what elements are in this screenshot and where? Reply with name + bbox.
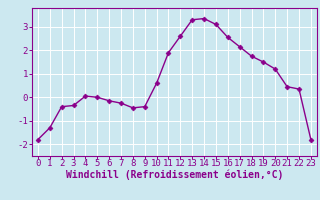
X-axis label: Windchill (Refroidissement éolien,°C): Windchill (Refroidissement éolien,°C) bbox=[66, 170, 283, 180]
